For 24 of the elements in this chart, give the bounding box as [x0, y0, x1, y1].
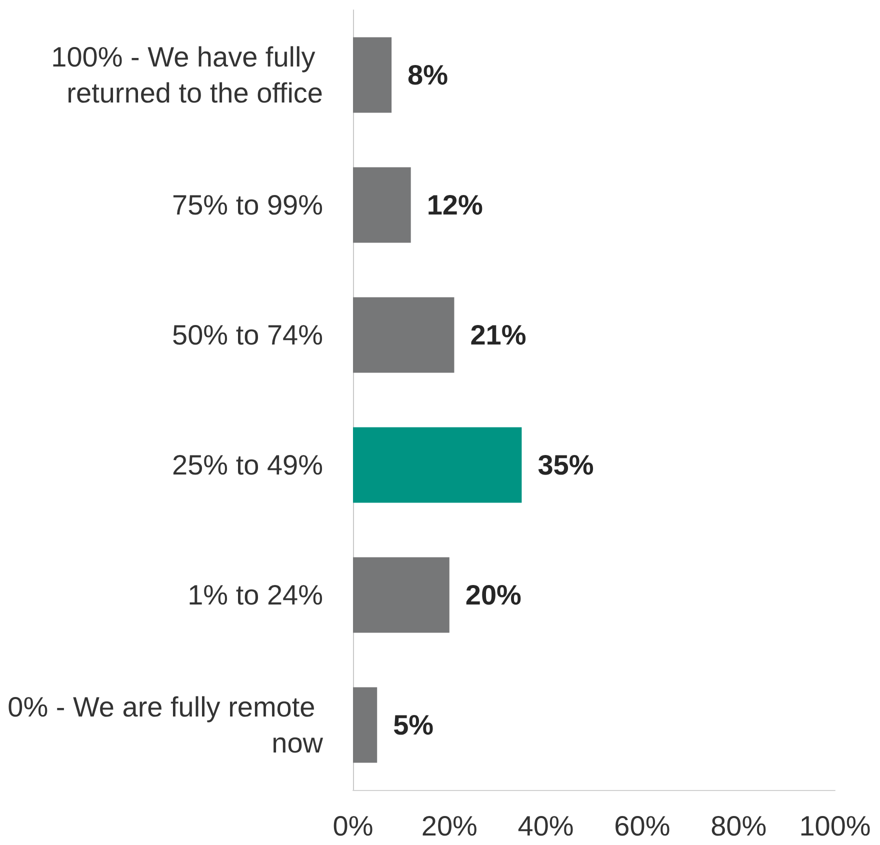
y-tick-label: 75% to 99%: [172, 190, 323, 220]
data-label: 12%: [426, 190, 483, 220]
bar: [353, 167, 411, 243]
x-tick-label: 60%: [614, 810, 670, 842]
bar: [353, 427, 522, 503]
bar: [353, 687, 378, 763]
y-tick-label: 1% to 24%: [188, 580, 323, 610]
bar: [353, 557, 450, 633]
data-label: 21%: [470, 320, 526, 350]
data-label: 5%: [393, 710, 434, 740]
bar: [353, 37, 392, 113]
x-tick-label: 40%: [518, 810, 574, 842]
x-tick-label: 80%: [710, 810, 767, 842]
y-tick-label: 25% to 49%: [172, 450, 323, 480]
x-tick-label: 100%: [799, 810, 871, 842]
x-tick-label: 0%: [332, 810, 374, 842]
y-tick-label: 50% to 74%: [172, 320, 323, 350]
x-tick-label: 20%: [421, 810, 478, 842]
data-label: 35%: [538, 450, 594, 480]
y-tick-label: 100% - We have fully returned to the office: [51, 42, 323, 108]
data-label: 20%: [465, 580, 522, 610]
data-label: 8%: [408, 60, 448, 90]
y-tick-label: 0% - We are fully remote now: [8, 692, 324, 758]
bar: [353, 297, 454, 373]
